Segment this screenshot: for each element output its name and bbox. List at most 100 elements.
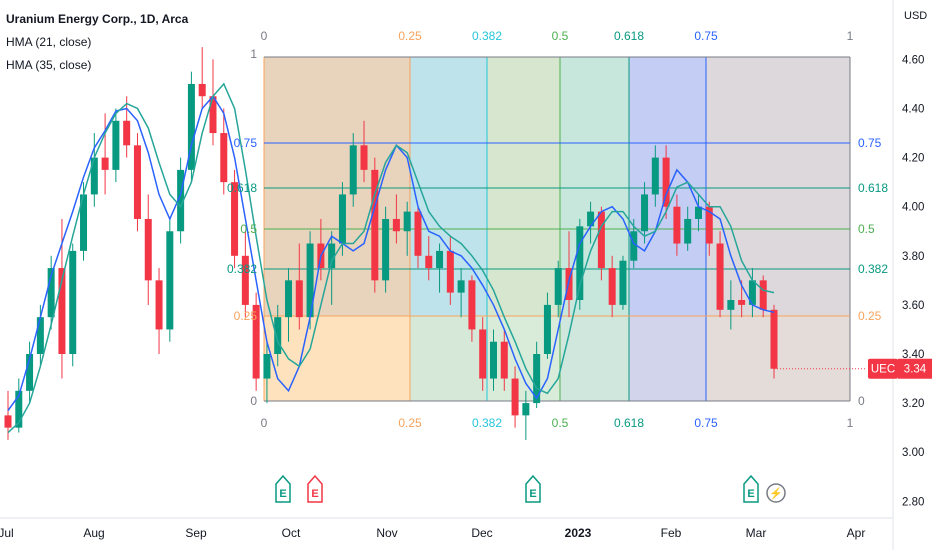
candle bbox=[554, 260, 562, 318]
chart-legend: Uranium Energy Corp., 1D, Arca HMA (21, … bbox=[6, 8, 188, 77]
event-glyph: E bbox=[747, 488, 754, 500]
candle bbox=[727, 280, 735, 330]
candle bbox=[468, 275, 476, 342]
candle-body bbox=[522, 403, 530, 416]
candle-body bbox=[112, 120, 120, 170]
candle bbox=[673, 194, 681, 256]
candle-body bbox=[241, 255, 249, 305]
candle bbox=[360, 120, 368, 183]
candle bbox=[133, 133, 141, 232]
fib-right-label: 0.5 bbox=[858, 222, 875, 236]
candle-body bbox=[489, 341, 497, 379]
time-tick-label: Apr bbox=[847, 526, 866, 540]
symbol-title[interactable]: Uranium Energy Corp., 1D, Arca bbox=[6, 12, 189, 26]
candle bbox=[436, 243, 444, 293]
candle bbox=[770, 304, 778, 379]
candle-body bbox=[360, 145, 368, 170]
fib-bottom-label: 0 bbox=[261, 416, 268, 430]
fib-right-label: 0.25 bbox=[858, 309, 882, 323]
candle-body bbox=[705, 206, 713, 244]
time-tick-label: Nov bbox=[376, 526, 397, 540]
candle-body bbox=[47, 268, 55, 318]
time-tick-label: Jul bbox=[0, 526, 14, 540]
candle bbox=[26, 341, 34, 404]
price-tick-label: 3.60 bbox=[902, 300, 924, 312]
candle-body bbox=[392, 218, 400, 232]
candle bbox=[177, 157, 185, 244]
candle-body bbox=[26, 354, 34, 391]
price-tick-label: 4.00 bbox=[902, 202, 924, 214]
fib-top-label: 0.382 bbox=[472, 29, 502, 43]
lightning-badge bbox=[766, 483, 786, 503]
fib-left-label: 0 bbox=[250, 394, 257, 408]
candle-body bbox=[155, 280, 163, 330]
candle-body bbox=[597, 211, 605, 269]
candle bbox=[263, 341, 271, 404]
candle-body bbox=[727, 299, 735, 310]
candle-body bbox=[295, 280, 303, 318]
price-tick-label: 4.60 bbox=[902, 54, 924, 66]
candle bbox=[47, 255, 55, 330]
earnings-icon: E bbox=[525, 474, 541, 503]
fib-left-label: 0.25 bbox=[234, 309, 258, 323]
event-glyph: E bbox=[311, 488, 318, 500]
fib-right-label: 0.75 bbox=[858, 136, 882, 150]
candle-body bbox=[69, 250, 77, 354]
candle-body bbox=[457, 280, 465, 293]
earnings-icon: E bbox=[743, 474, 759, 503]
candle bbox=[414, 206, 422, 269]
candle bbox=[457, 268, 465, 318]
fib-left-label: 1 bbox=[250, 47, 257, 61]
candle bbox=[144, 194, 152, 305]
candle-body bbox=[446, 250, 454, 293]
candle-body bbox=[403, 211, 411, 232]
price-axis[interactable]: 4.60 4.40 4.20 4.00 3.80 3.60 3.40 3.20 3.00 2.80 bbox=[892, 0, 924, 550]
event-glyph: E bbox=[529, 488, 536, 500]
candle-body bbox=[543, 304, 551, 354]
event-glyph: E bbox=[279, 488, 286, 500]
fib-time-zone-background bbox=[263, 57, 851, 401]
fib-left-label: 0.618 bbox=[227, 181, 257, 195]
event-markers: E E E E ⚡ bbox=[275, 474, 786, 503]
candle-body bbox=[759, 280, 767, 310]
candle-body bbox=[166, 231, 174, 330]
fib-right-label: 0 bbox=[858, 394, 865, 408]
candle-body bbox=[694, 206, 702, 219]
time-tick-label: Mar bbox=[746, 526, 767, 540]
candle-body bbox=[554, 268, 562, 305]
candle bbox=[392, 194, 400, 244]
candle bbox=[576, 218, 584, 310]
last-price-value: 3.34 bbox=[904, 364, 927, 376]
candle bbox=[198, 47, 206, 109]
candle-body bbox=[328, 243, 336, 269]
time-tick-label: 2023 bbox=[565, 526, 592, 540]
candle bbox=[489, 329, 497, 391]
fib-top-label: 1 bbox=[847, 29, 854, 43]
indicator-hma-21[interactable]: HMA (21, close) bbox=[6, 35, 92, 49]
indicator-hma-35[interactable]: HMA (35, close) bbox=[6, 58, 92, 72]
candle bbox=[565, 231, 573, 318]
candle bbox=[684, 206, 692, 251]
candle bbox=[328, 231, 336, 305]
candle-body bbox=[371, 169, 379, 281]
candle-body bbox=[651, 157, 659, 195]
fib-bottom-label: 0.5 bbox=[552, 416, 569, 430]
candle-body bbox=[306, 243, 314, 318]
candle-body bbox=[90, 157, 98, 195]
fib-zone-lower bbox=[410, 316, 487, 401]
fib-zone-lower bbox=[560, 316, 629, 401]
candle bbox=[112, 108, 120, 183]
candle bbox=[543, 292, 551, 359]
candle-body bbox=[468, 280, 476, 330]
candle bbox=[425, 236, 433, 281]
candle bbox=[285, 268, 293, 342]
price-tick-label: 4.40 bbox=[902, 104, 924, 116]
fib-zone-lower bbox=[706, 316, 850, 401]
fib-right-label: 0.382 bbox=[858, 262, 888, 276]
time-axis[interactable]: Jul Aug Sep Oct Nov Dec 2023 Feb Mar Apr bbox=[0, 517, 893, 540]
fib-top-label: 0.5 bbox=[552, 29, 569, 43]
fib-bottom-label: 0.618 bbox=[614, 416, 644, 430]
candle bbox=[597, 206, 605, 281]
fib-bottom-label: 0.75 bbox=[694, 416, 718, 430]
